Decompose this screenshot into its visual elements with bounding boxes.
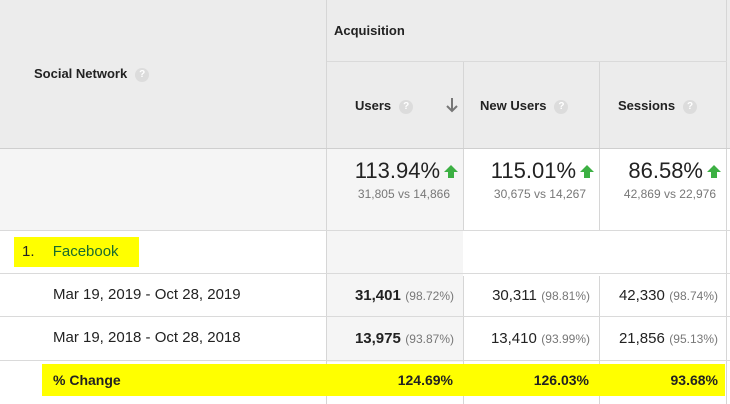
new-users-value: 30,311 xyxy=(492,287,537,304)
users-pct: (93.87%) xyxy=(405,332,454,346)
users-total-change: 113.94% xyxy=(354,158,440,183)
up-arrow-icon xyxy=(580,164,594,183)
change-row-highlight xyxy=(42,364,725,396)
dimension-header-label: Social Network xyxy=(34,66,128,81)
period-label-previous: Mar 19, 2018 - Oct 28, 2018 xyxy=(53,329,241,346)
acquisition-group-header: Acquisition xyxy=(334,23,405,38)
users-current: 31,401 (98.72%) xyxy=(327,287,454,305)
sessions-column-header[interactable]: Sessions? xyxy=(618,98,698,114)
new-users-change: 126.03% xyxy=(533,372,589,388)
new-users-previous: 13,410 (93.99%) xyxy=(464,330,590,348)
users-column-shade-rows xyxy=(327,276,463,362)
row-index: 1. xyxy=(22,243,35,260)
up-arrow-icon xyxy=(444,164,458,183)
new-users-total-change: 115.01% xyxy=(490,158,576,183)
sessions-current: 42,330 (98.74%) xyxy=(600,287,718,305)
users-total-compare: 31,805 vs 14,866 xyxy=(357,187,450,201)
new-users-pct: (93.99%) xyxy=(541,332,590,346)
sessions-value: 42,330 xyxy=(618,287,665,304)
facebook-row-label[interactable]: 1. Facebook xyxy=(14,237,139,267)
users-total: 113.94% 31,805 vs 14,866 xyxy=(327,158,458,201)
users-value: 13,975 xyxy=(354,330,401,347)
help-icon[interactable]: ? xyxy=(683,99,698,114)
help-icon[interactable]: ? xyxy=(399,99,414,114)
up-arrow-icon xyxy=(707,164,721,183)
users-value: 31,401 xyxy=(354,287,401,304)
dimension-header[interactable]: Social Network? xyxy=(34,66,150,82)
sort-down-arrow-icon[interactable] xyxy=(445,96,459,114)
sessions-total-change: 86.58% xyxy=(628,158,703,183)
new-users-value: 13,410 xyxy=(490,330,537,347)
users-change: 124.69% xyxy=(397,372,453,388)
sessions-total: 86.58% 42,869 vs 22,976 xyxy=(600,158,721,201)
sessions-pct: (95.13%) xyxy=(669,332,718,346)
users-column-label: Users xyxy=(355,98,392,113)
users-pct: (98.72%) xyxy=(405,289,454,303)
new-users-total: 115.01% 30,675 vs 14,267 xyxy=(464,158,594,201)
sessions-pct: (98.74%) xyxy=(669,289,718,303)
change-row-label: % Change xyxy=(53,372,121,388)
period-label-current: Mar 19, 2019 - Oct 28, 2019 xyxy=(53,286,241,303)
users-previous: 13,975 (93.87%) xyxy=(327,330,454,348)
new-users-total-compare: 30,675 vs 14,267 xyxy=(493,187,586,201)
sessions-value: 21,856 xyxy=(618,330,665,347)
sessions-change: 93.68% xyxy=(670,372,718,388)
help-icon[interactable]: ? xyxy=(135,67,150,82)
sessions-total-compare: 42,869 vs 22,976 xyxy=(623,187,716,201)
totals-row-bg xyxy=(0,148,327,230)
facebook-link[interactable]: Facebook xyxy=(52,243,119,260)
sessions-previous: 21,856 (95.13%) xyxy=(600,330,718,348)
table-header xyxy=(0,0,730,148)
new-users-column-header[interactable]: New Users? xyxy=(480,98,569,114)
new-users-column-label: New Users xyxy=(480,98,547,113)
help-icon[interactable]: ? xyxy=(554,99,569,114)
users-column-shade xyxy=(327,148,463,276)
sessions-column-label: Sessions xyxy=(618,98,676,113)
new-users-pct: (98.81%) xyxy=(541,289,590,303)
users-column-header[interactable]: Users? xyxy=(355,98,414,114)
new-users-current: 30,311 (98.81%) xyxy=(464,287,590,305)
